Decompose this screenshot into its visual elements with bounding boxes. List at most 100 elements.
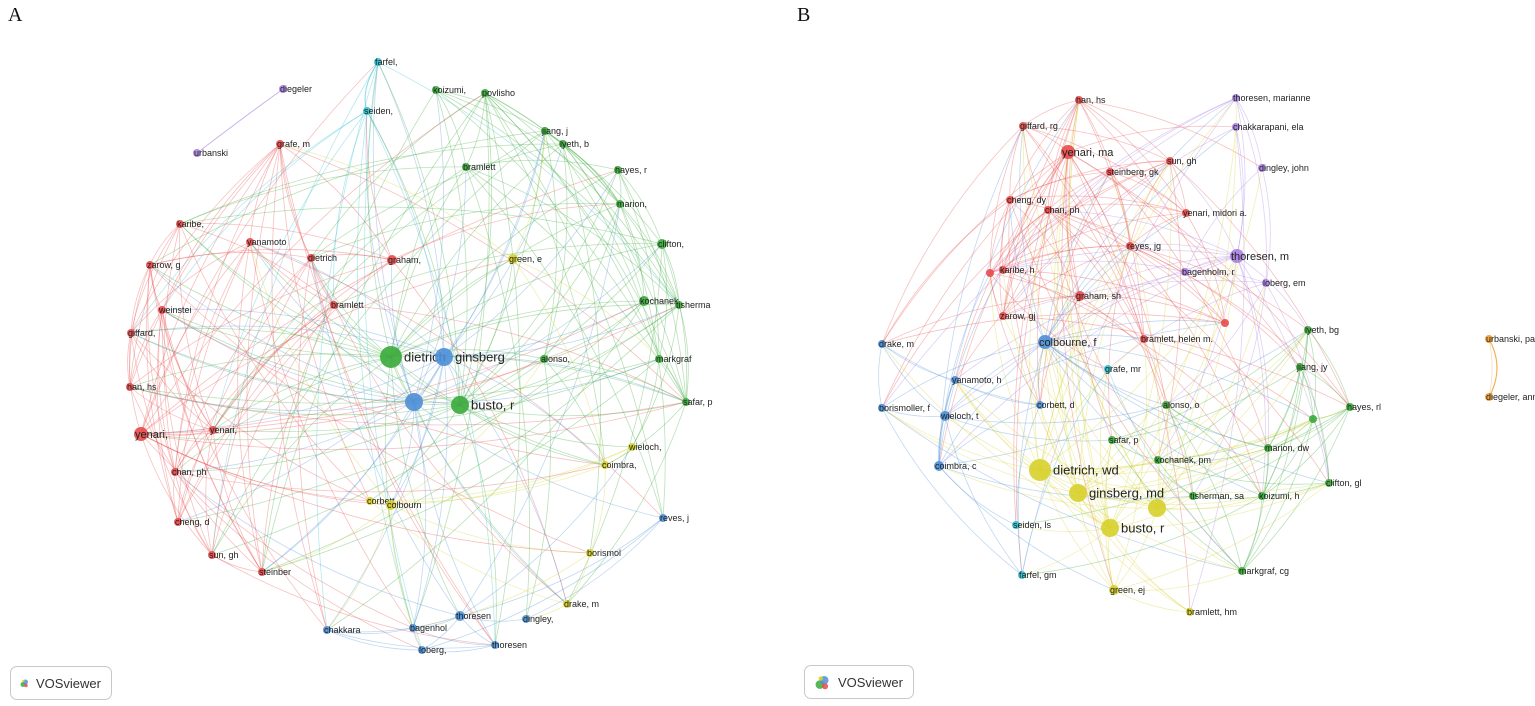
author-node[interactable] [258,568,266,576]
author-node[interactable] [380,346,402,368]
author-node[interactable] [659,514,667,522]
author-node[interactable] [1006,196,1014,204]
author-node[interactable] [1069,484,1087,502]
author-node[interactable] [409,624,417,632]
author-node[interactable] [208,551,216,559]
author-node[interactable] [563,600,571,608]
author-node[interactable] [878,340,886,348]
author-node[interactable] [279,85,287,93]
author-node[interactable] [374,58,382,66]
author-node[interactable] [657,239,667,249]
author-node[interactable] [1262,279,1270,287]
author-node[interactable] [1140,335,1148,343]
author-node[interactable] [616,200,624,208]
author-node[interactable] [146,261,154,269]
author-node[interactable] [951,376,959,384]
author-node[interactable] [986,269,994,277]
author-node[interactable] [655,355,663,363]
author-node[interactable] [323,626,331,634]
author-node[interactable] [522,615,530,623]
author-node[interactable] [878,404,886,412]
author-node[interactable] [1485,335,1493,343]
author-node[interactable] [1230,249,1244,263]
author-node[interactable] [1258,492,1266,500]
author-node[interactable] [1101,519,1119,537]
author-node[interactable] [174,518,182,526]
author-node[interactable] [158,306,166,314]
author-node[interactable] [628,443,636,451]
author-node[interactable] [366,497,374,505]
author-node[interactable] [1296,363,1304,371]
author-node[interactable] [455,611,465,621]
author-node[interactable] [307,254,315,262]
author-node[interactable] [1148,499,1166,517]
author-node[interactable] [1018,571,1026,579]
author-node[interactable] [127,329,135,337]
author-node[interactable] [1038,335,1052,349]
author-node[interactable] [1109,585,1119,595]
author-node[interactable] [1232,94,1240,102]
author-node[interactable] [418,646,426,654]
author-node[interactable] [1309,415,1317,423]
author-node[interactable] [1162,401,1170,409]
author-node[interactable] [134,427,148,441]
author-node[interactable] [451,396,469,414]
author-node[interactable] [1186,608,1194,616]
author-node[interactable] [1189,492,1197,500]
author-node[interactable] [1036,401,1044,409]
author-node[interactable] [601,461,609,469]
author-node[interactable] [171,468,179,476]
author-node[interactable] [999,266,1007,274]
author-node[interactable] [1166,157,1174,165]
vosviewer-badge-b[interactable]: VOSviewer [804,665,914,699]
author-node[interactable] [586,549,594,557]
author-node[interactable] [1232,123,1240,131]
author-node[interactable] [1264,444,1272,452]
author-node[interactable] [559,140,567,148]
author-node[interactable] [1182,209,1190,217]
author-node[interactable] [1029,459,1051,481]
author-node[interactable] [934,461,944,471]
author-node[interactable] [1012,521,1020,529]
author-node[interactable] [1019,122,1027,130]
author-node[interactable] [1106,168,1114,176]
author-node[interactable] [176,220,184,228]
author-node[interactable] [462,163,470,171]
author-node[interactable] [209,426,217,434]
author-node[interactable] [1238,567,1246,575]
author-node[interactable] [940,411,950,421]
author-node[interactable] [541,127,549,135]
author-node[interactable] [1044,206,1052,214]
author-node[interactable] [193,149,201,157]
author-node[interactable] [363,107,371,115]
author-node[interactable] [614,166,622,174]
author-node[interactable] [1258,164,1266,172]
author-node[interactable] [276,140,284,148]
author-node[interactable] [246,238,254,246]
author-node[interactable] [491,641,499,649]
author-node[interactable] [675,301,683,309]
author-node[interactable] [508,254,518,264]
author-node[interactable] [1126,242,1134,250]
author-node[interactable] [1181,268,1189,276]
author-node[interactable] [1221,319,1229,327]
author-node[interactable] [639,296,649,306]
author-node[interactable] [432,86,440,94]
vosviewer-badge-a[interactable]: VOSviewer [10,666,112,700]
author-node[interactable] [330,301,338,309]
author-node[interactable] [1061,145,1075,159]
author-node[interactable] [682,398,690,406]
author-node[interactable] [1485,393,1493,401]
author-node[interactable] [1075,96,1083,104]
author-node[interactable] [481,89,489,97]
author-node[interactable] [435,348,453,366]
author-node[interactable] [540,355,548,363]
author-node[interactable] [1108,436,1116,444]
author-node[interactable] [126,383,134,391]
author-node[interactable] [1304,326,1312,334]
author-node[interactable] [387,255,397,265]
author-node[interactable] [405,393,423,411]
author-node[interactable] [999,312,1007,320]
author-node[interactable] [1346,403,1354,411]
author-node[interactable] [1325,479,1333,487]
